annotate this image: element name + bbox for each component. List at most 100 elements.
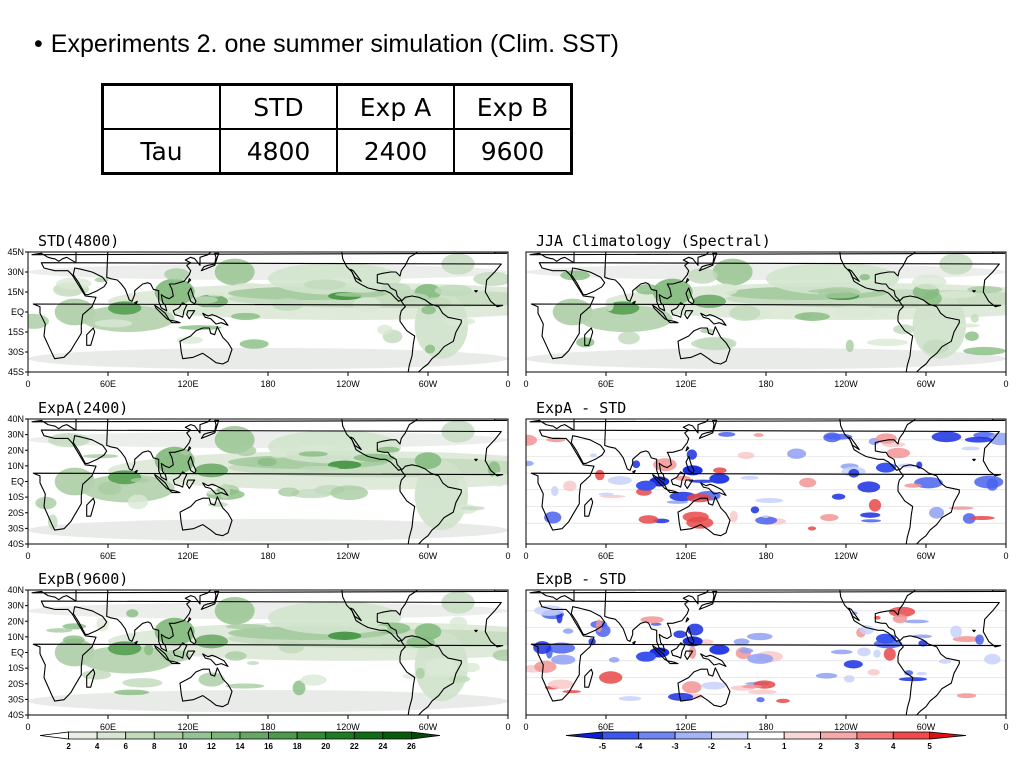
field-blob [843,675,855,683]
field-blob [547,642,576,654]
field-blob [443,317,476,326]
coastline [839,252,917,302]
table-header-cell: STD [219,83,338,130]
field-blob [28,690,508,713]
coastline [700,482,727,496]
field-blob [547,679,574,689]
coastline [186,310,196,320]
panel-title: ExpA(2400) [38,399,129,417]
field-blob [492,649,508,662]
field-blob [579,305,673,332]
x-tick-label: 120W [336,722,360,732]
colorbar-label: 24 [378,742,387,751]
x-tick-label: 120E [675,722,696,732]
field-blob [164,268,190,281]
panel-title: ExpB - STD [536,570,627,588]
coastline [684,310,694,320]
field-blob [739,647,754,654]
field-blob [328,460,362,469]
field-blob [461,506,485,511]
coastline [179,667,233,708]
field-blob [729,305,761,321]
panel-expb-minus-std: ExpB - STD 0 60E 120E 180 120W 60W 0 [498,570,1013,740]
table-row: Tau 4800 2400 9600 [101,128,573,175]
field-blob [974,475,1004,489]
coastline [399,295,462,372]
x-tick-label: 60W [917,551,936,561]
coastline [106,252,212,312]
coastline [172,471,188,488]
coastline [529,252,1006,264]
field-blob [756,697,765,703]
field-blob [636,651,656,662]
coastline [179,326,233,365]
field-blob [303,279,347,290]
colorbar-label: -3 [672,742,680,751]
field-blob [650,622,662,626]
field-blob [746,632,773,641]
panel-expb: ExpB(9600) 0 60E 120E 180 120W 60W 0 40N 30N 20N 1… [0,570,515,740]
field-blob [686,516,714,529]
field-blob [424,668,454,678]
colorbar-label: 4 [891,742,896,751]
colorbar-segment [382,731,412,740]
coastline [670,302,686,318]
map-field [526,252,1006,372]
coastline [530,429,1002,531]
coastline [350,436,362,451]
field-blob [892,614,908,624]
field-blob [178,325,222,330]
table-header-cell: Exp A [336,83,455,130]
field-blob [692,294,726,308]
field-blob [984,653,1001,665]
coastline [570,435,606,464]
field-blob [590,453,597,458]
field-blob [449,616,467,630]
colorbar-segment [856,731,894,740]
field-blob [690,337,735,350]
field-blob [278,487,300,497]
coastline [685,287,695,305]
y-tick-label: 20S [8,508,24,518]
coastline [474,458,478,462]
coastline [168,319,181,324]
coastline [200,252,220,272]
y-tick-label: 30N [7,267,24,277]
coastline [341,252,419,302]
map-field [28,419,508,544]
field-blob [729,510,738,523]
field-blob [938,658,952,664]
field-blob [377,446,400,453]
colorbar-segment [929,731,967,740]
colorbar-segment [68,731,98,740]
map-expb: 0 60E 120E 180 120W 60W 0 40N 30N 20N 10N EQ 10S 20S 3… [7,586,510,732]
coastline [168,489,181,494]
y-tick-label: 10N [7,461,24,471]
coastline [670,471,686,488]
field-blob [961,446,980,451]
field-blob [225,624,267,630]
field-blob [652,278,693,306]
coastline [187,278,192,284]
coastline [530,600,1002,702]
coastline [32,429,504,531]
colorbar-label: 2 [66,742,71,751]
field-blob [298,451,328,457]
colorbar-segment [268,731,298,740]
colorbar-label: 18 [293,742,302,751]
coastline [685,446,690,452]
x-tick-label: 120W [336,379,360,389]
field-blob [599,671,623,684]
x-tick-label: 120E [675,551,696,561]
field-blob [923,291,942,306]
y-tick-label: 40N [7,586,24,595]
field-blob [962,513,976,524]
coastline [187,617,192,623]
coastline [341,590,419,642]
field-blob [912,274,947,290]
field-blob [687,268,718,284]
field-blob [225,683,265,689]
coastline [839,590,917,642]
field-blob [428,657,454,672]
field-blob [709,473,730,484]
